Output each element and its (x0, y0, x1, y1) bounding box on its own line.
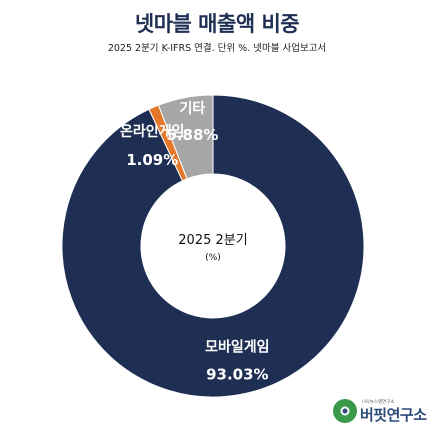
chart-title: 넷마블 매출액 비중 (134, 12, 300, 36)
slice-name-label: 온라인게임 (120, 123, 184, 140)
slices-group (61, 94, 365, 398)
slice-name-label: 모바일게임 (205, 339, 269, 355)
slice-value-label: 1.09% (126, 151, 178, 169)
logo-mark-icon (333, 399, 357, 423)
chart-subtitle: 2025 2분기 K-IFRS 연결. 단위 %. 넷마블 사업보고서 (107, 43, 327, 54)
donut-slice-3 (157, 94, 214, 180)
center-label: 2025 2분기 (178, 233, 247, 248)
slice-name-label: 기타 (180, 101, 206, 117)
brand-logo: (사)뉴스랩연구소 버핏연구소 (332, 398, 428, 428)
slice-value-label: 5.88% (166, 126, 218, 144)
logo-small-text: (사)뉴스랩연구소 (362, 400, 395, 405)
donut-slice-1 (61, 94, 365, 398)
center-unit: (%) (205, 253, 221, 263)
slice-value-label: 93.03% (206, 365, 268, 383)
labels-group: 모바일게임 93.03% 온라인게임 1.09% 기타 5.88% (120, 101, 270, 383)
logo-name: 버핏연구소 (360, 406, 427, 424)
